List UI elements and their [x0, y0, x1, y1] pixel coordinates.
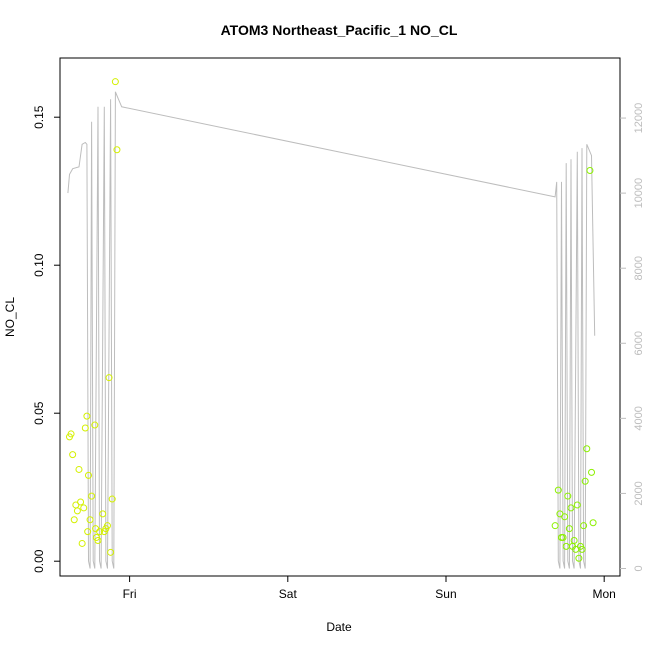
data-point	[75, 465, 83, 473]
data-point	[113, 146, 121, 154]
y-axis-label: NO_CL	[3, 297, 17, 337]
data-point	[111, 78, 119, 86]
data-point	[565, 525, 573, 533]
x-axis: Fri Sat Sun Mon	[123, 576, 616, 601]
data-point	[573, 501, 581, 509]
right-y-tick-label: 6000	[633, 331, 645, 355]
left-y-tick-label: 0.15	[32, 105, 46, 129]
right-y-tick-label: 12000	[633, 103, 645, 134]
right-y-axis: 0 2000 4000 6000 8000 10000 12000	[620, 103, 645, 572]
x-tick-label: Mon	[593, 587, 616, 601]
data-point	[578, 545, 586, 553]
data-point	[575, 554, 583, 562]
chart-title: ATOM3 Northeast_Pacific_1 NO_CL	[221, 22, 458, 38]
data-point	[84, 528, 92, 536]
data-point	[96, 528, 104, 536]
right-y-tick-label: 2000	[633, 481, 645, 505]
data-point	[99, 510, 107, 518]
data-point	[562, 542, 570, 550]
data-point	[94, 536, 102, 544]
data-point	[108, 495, 116, 503]
x-tick-label: Fri	[123, 587, 137, 601]
data-point	[107, 548, 115, 556]
left-y-tick-label: 0.05	[32, 401, 46, 425]
data-point	[581, 477, 589, 485]
x-tick-label: Sun	[435, 587, 456, 601]
data-point	[551, 522, 559, 530]
right-y-tick-label: 10000	[633, 178, 645, 209]
data-point	[91, 421, 99, 429]
data-point	[70, 516, 78, 524]
data-point	[86, 516, 94, 524]
data-point	[554, 486, 562, 494]
left-y-axis: 0.00 0.05 0.10 0.15	[32, 105, 60, 573]
data-point	[73, 507, 81, 515]
data-point	[589, 519, 597, 527]
data-point	[77, 498, 85, 506]
data-point	[588, 468, 596, 476]
data-point	[105, 374, 113, 382]
data-point	[559, 534, 567, 542]
data-point	[561, 513, 569, 521]
data-point	[83, 412, 91, 420]
left-y-tick-label: 0.00	[32, 549, 46, 573]
scatter-points	[65, 78, 597, 562]
data-point	[586, 166, 594, 174]
right-y-tick-label: 0	[633, 565, 645, 571]
data-point	[69, 451, 77, 459]
data-point	[84, 471, 92, 479]
series-line	[67, 91, 596, 569]
left-y-tick-label: 0.10	[32, 253, 46, 277]
data-point	[88, 492, 96, 500]
data-point	[580, 522, 588, 530]
data-point	[78, 539, 86, 547]
data-point	[564, 492, 572, 500]
right-y-tick-label: 4000	[633, 406, 645, 430]
data-point	[103, 522, 111, 530]
right-y-tick-label: 8000	[633, 256, 645, 280]
x-tick-label: Sat	[279, 587, 298, 601]
data-point	[81, 424, 89, 432]
data-point	[567, 504, 575, 512]
x-axis-label: Date	[326, 620, 352, 634]
data-point	[80, 504, 88, 512]
data-point	[583, 445, 591, 453]
plot-frame	[59, 57, 621, 577]
data-point	[67, 430, 75, 438]
data-point	[570, 536, 578, 544]
